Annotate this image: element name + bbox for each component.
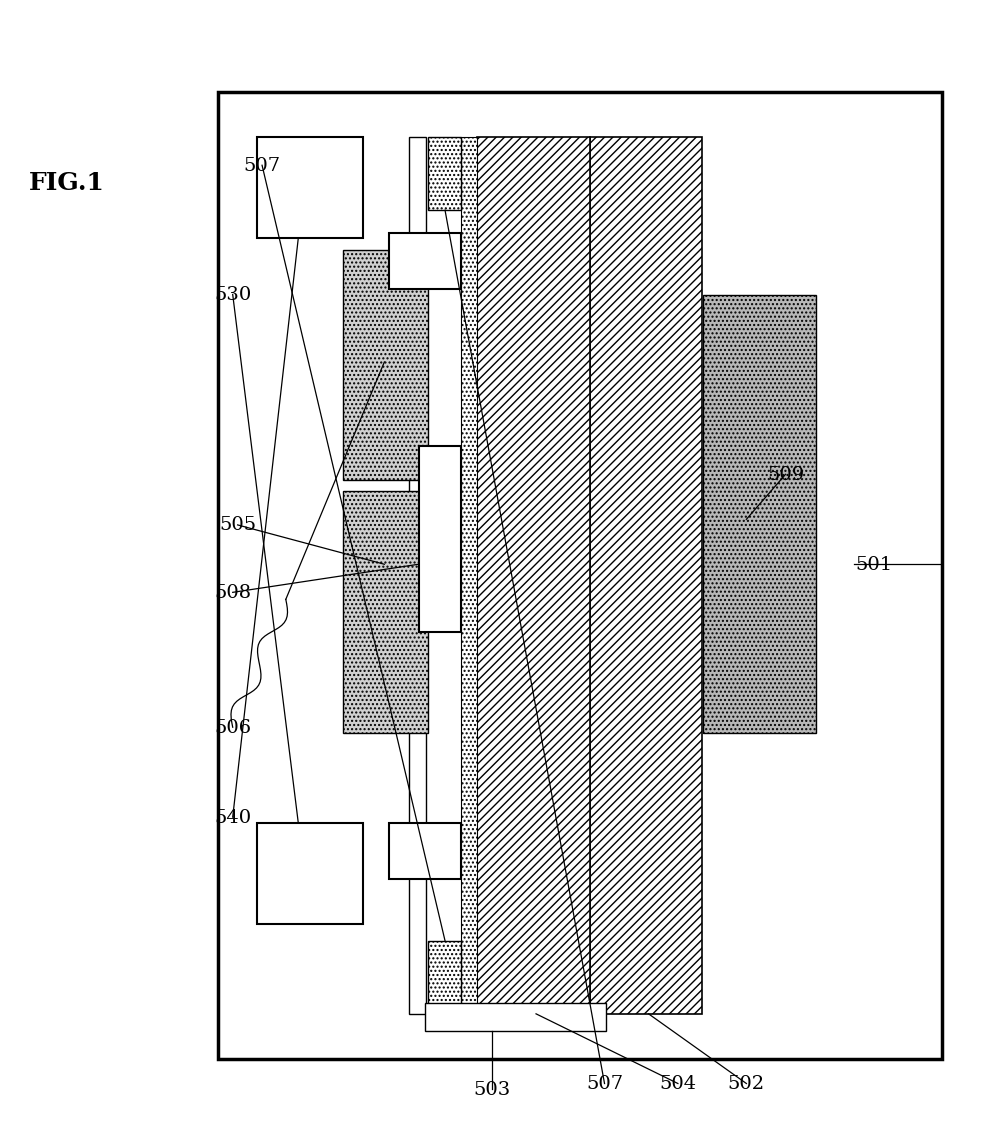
Text: 507: 507 (585, 1075, 623, 1093)
Bar (343, 491, 428, 733)
Text: 530: 530 (215, 286, 251, 304)
Text: 501: 501 (855, 555, 892, 574)
Bar (343, 250, 428, 480)
Bar (428, 138, 461, 211)
Text: 506: 506 (215, 718, 251, 736)
Bar (477, 138, 589, 1014)
Text: FIG.1: FIG.1 (29, 170, 104, 194)
Bar (408, 138, 426, 1014)
Text: 507: 507 (243, 157, 280, 175)
Bar (704, 295, 816, 733)
Text: 502: 502 (728, 1075, 765, 1093)
Text: 508: 508 (215, 584, 251, 602)
Text: 504: 504 (659, 1075, 697, 1093)
Bar (425, 1003, 606, 1031)
Text: 509: 509 (767, 465, 804, 483)
Bar (390, 823, 461, 879)
Bar (390, 233, 461, 289)
Bar (589, 138, 703, 1014)
Bar (257, 138, 363, 238)
Bar (257, 823, 363, 924)
Bar (428, 940, 461, 1014)
Text: 505: 505 (219, 516, 256, 534)
Text: 503: 503 (473, 1080, 511, 1099)
Bar (461, 138, 477, 1014)
Bar (218, 93, 942, 1059)
Bar (418, 447, 461, 632)
Text: 540: 540 (215, 808, 251, 826)
